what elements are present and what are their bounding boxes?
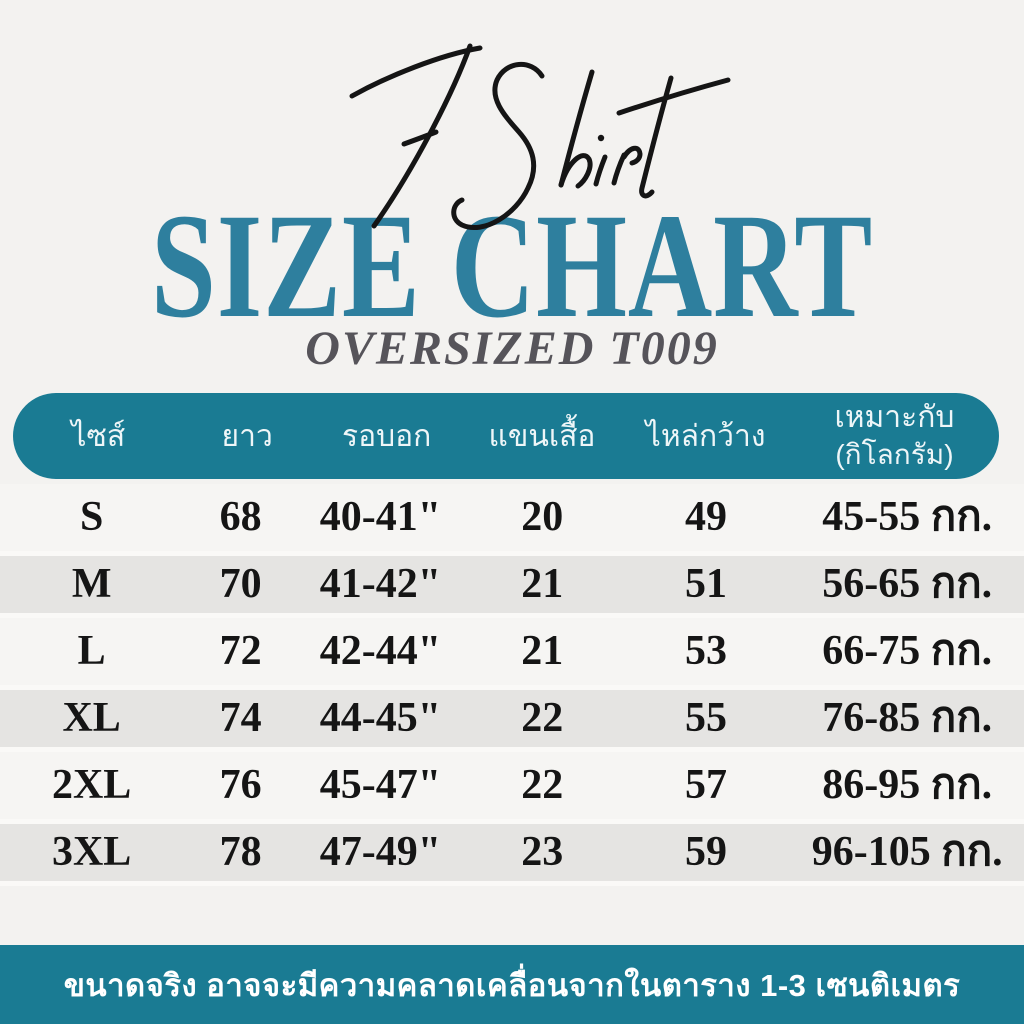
cell-sleeve: 21 (521, 561, 564, 607)
table-row-3xl: 3XL 78 47-49" 23 59 96-105 กก. (0, 819, 1024, 886)
cell-length: 68 (219, 494, 262, 540)
cell-sleeve: 23 (521, 829, 564, 875)
cell-length: 74 (219, 695, 262, 741)
cell-length: 76 (219, 762, 262, 808)
table-row-l: L 72 42-44" 21 53 66-75 กก. (0, 618, 1024, 685)
column-header-length: ยาว (221, 419, 273, 453)
cell-shoulder: 51 (685, 561, 728, 607)
cell-size: 2XL (51, 762, 132, 808)
cell-chest: 40-41" (319, 494, 442, 540)
column-header-weight-line2: (กิโลกรัม) (835, 439, 954, 471)
cell-shoulder: 59 (685, 829, 728, 875)
cell-size: M (71, 561, 112, 607)
cell-shoulder: 53 (685, 628, 728, 674)
column-header-weight-line1: เหมาะกับ (834, 401, 955, 435)
footer-band: ขนาดจริง อาจจะมีความคลาดเคลื่อนจากในตารา… (0, 945, 1024, 1024)
table-header: ไซส์ ยาว รอบอก แขนเสื้อ ไหล่กว้าง เหมาะก… (13, 393, 999, 479)
cell-chest: 42-44" (319, 628, 442, 674)
cell-sleeve: 22 (521, 762, 564, 808)
cell-shoulder: 49 (685, 494, 728, 540)
cell-size: XL (62, 695, 121, 741)
cell-length: 70 (219, 561, 262, 607)
cell-sleeve: 22 (521, 695, 564, 741)
cell-weight: 66-75 กก. (822, 628, 993, 674)
table-row-xl: XL 74 44-45" 22 55 76-85 กก. (0, 685, 1024, 752)
cell-weight: 56-65 กก. (822, 561, 993, 607)
cell-chest: 41-42" (319, 561, 442, 607)
size-table-body: S 68 40-41" 20 49 45-55 กก. M 70 41-42" … (0, 484, 1024, 886)
table-row-2xl: 2XL 76 45-47" 22 57 86-95 กก. (0, 752, 1024, 819)
cell-sleeve: 20 (521, 494, 564, 540)
cell-weight: 86-95 กก. (822, 762, 993, 808)
cell-chest: 47-49" (319, 829, 442, 875)
tolerance-note: ขนาดจริง อาจจะมีความคลาดเคลื่อนจากในตารา… (63, 967, 961, 1003)
table-row-s: S 68 40-41" 20 49 45-55 กก. (0, 484, 1024, 551)
column-header-weight: เหมาะกับ (กิโลกรัม) (790, 398, 999, 473)
column-header-size: ไซส์ (71, 419, 126, 453)
column-header-shoulder: ไหล่กว้าง (645, 419, 766, 453)
page-title: SIZE CHART (150, 183, 874, 349)
cell-length: 72 (219, 628, 262, 674)
cell-size: S (79, 494, 104, 540)
cell-size: L (77, 628, 106, 674)
column-header-sleeve: แขนเสื้อ (488, 419, 596, 453)
cell-sleeve: 21 (521, 628, 564, 674)
table-row-m: M 70 41-42" 21 51 56-65 กก. (0, 551, 1024, 618)
cell-weight: 45-55 กก. (822, 494, 993, 540)
script-title-text: T-Shirt (0, 0, 1, 1)
column-header-chest: รอบอก (341, 419, 432, 453)
cell-shoulder: 57 (685, 762, 728, 808)
cell-shoulder: 55 (685, 695, 728, 741)
cell-chest: 44-45" (319, 695, 442, 741)
cell-chest: 45-47" (319, 762, 442, 808)
cell-weight: 76-85 กก. (822, 695, 993, 741)
cell-size: 3XL (51, 829, 132, 875)
page-subtitle: OVERSIZED T009 (305, 322, 719, 375)
cell-length: 78 (219, 829, 262, 875)
cell-weight: 96-105 กก. (811, 829, 1003, 875)
